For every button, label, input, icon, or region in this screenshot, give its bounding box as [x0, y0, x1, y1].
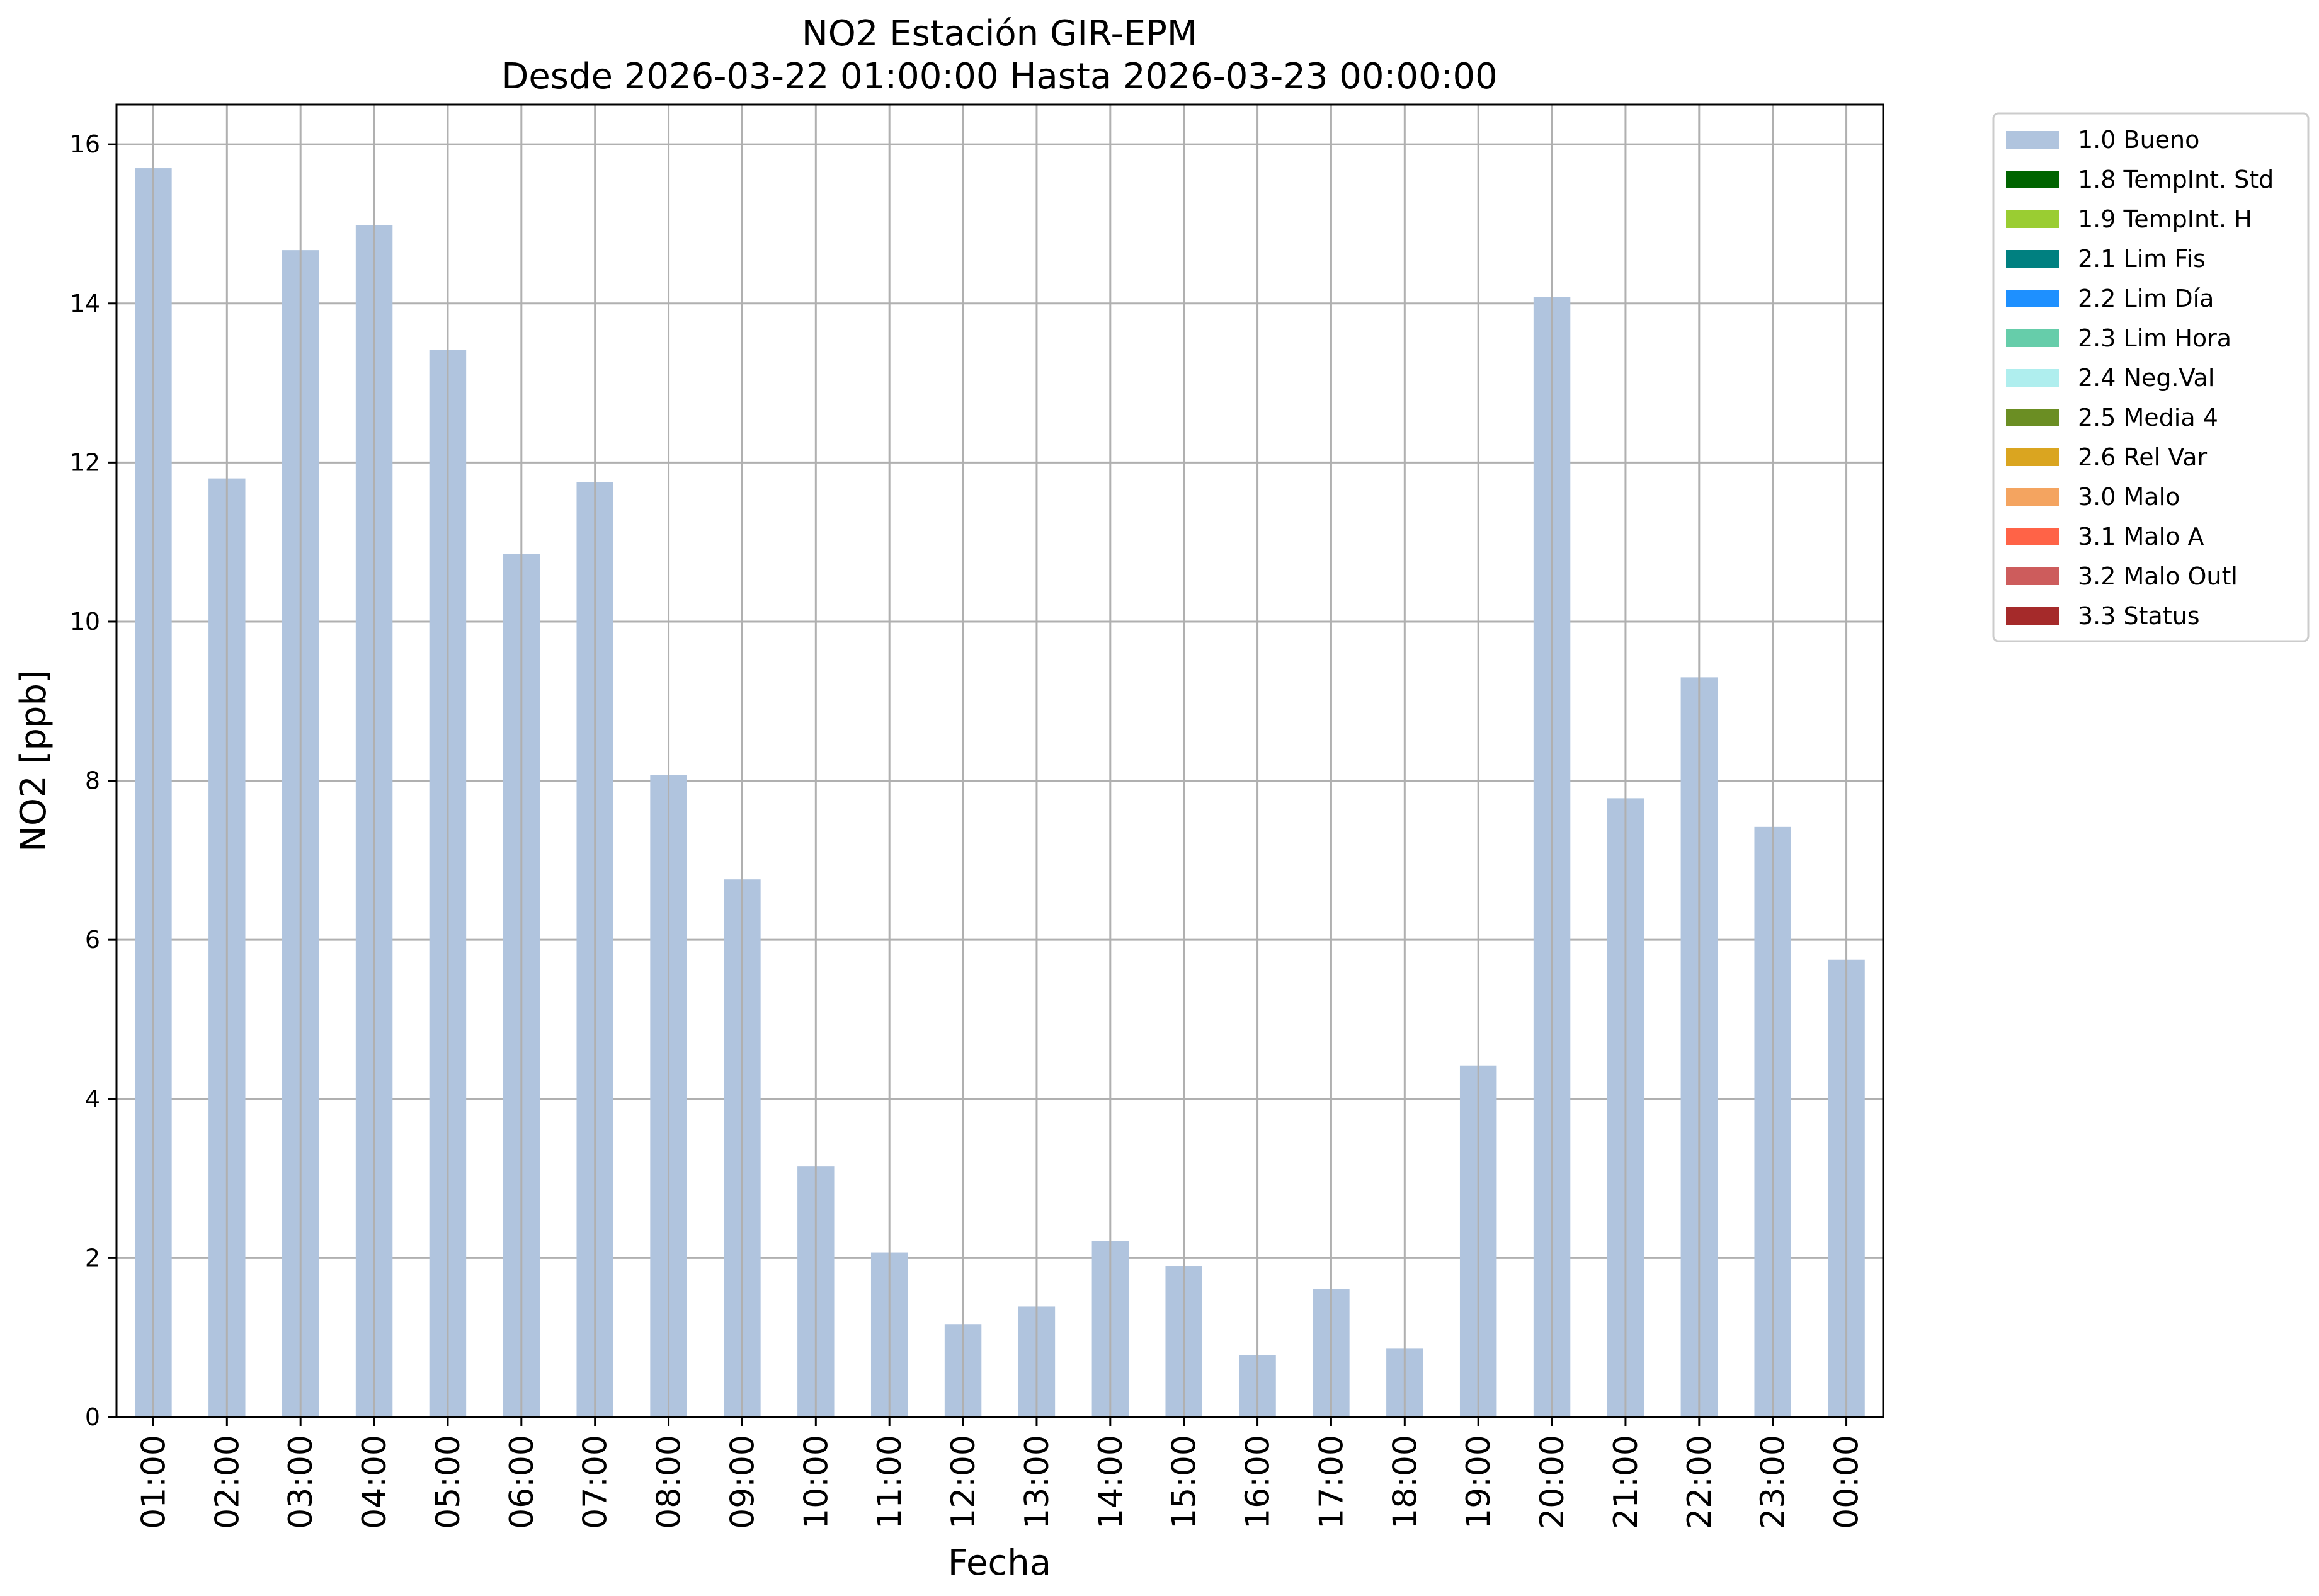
chart-title: NO2 Estación GIR-EPM: [802, 13, 1197, 54]
y-axis: 0 2 4 6 8 10 12 14 16: [70, 130, 117, 1431]
y-tick-label: 6: [85, 926, 100, 954]
y-tick-label: 16: [70, 130, 100, 158]
legend-swatch: [2006, 567, 2059, 585]
x-tick-label: 06:00: [503, 1435, 541, 1529]
legend-label: 3.0 Malo: [2078, 483, 2180, 511]
x-tick-label: 21:00: [1607, 1435, 1645, 1529]
y-tick-label: 12: [70, 448, 100, 476]
x-tick-label: 03:00: [282, 1435, 320, 1529]
legend-swatch: [2006, 290, 2059, 307]
y-axis-label: NO2 [ppb]: [13, 670, 54, 852]
x-tick-label: 08:00: [651, 1435, 688, 1529]
bars: [135, 168, 1865, 1418]
y-tick-label: 14: [70, 290, 100, 317]
legend-swatch: [2006, 329, 2059, 347]
legend-swatch: [2006, 488, 2059, 506]
legend-label: 1.0 Bueno: [2078, 126, 2199, 154]
x-tick-label: 18:00: [1386, 1435, 1424, 1529]
grid: [117, 143, 1883, 1418]
legend-swatch: [2006, 369, 2059, 387]
x-tick-label: 16:00: [1239, 1435, 1277, 1529]
legend-swatch: [2006, 607, 2059, 625]
legend-label: 3.3 Status: [2078, 602, 2200, 630]
x-axis-label: Fecha: [948, 1542, 1051, 1583]
legend-label: 2.3 Lim Hora: [2078, 324, 2231, 352]
x-tick-label: 23:00: [1755, 1435, 1792, 1529]
y-tick-label: 2: [85, 1244, 100, 1272]
x-tick-label: 20:00: [1534, 1435, 1571, 1529]
legend-label: 3.2 Malo Outl: [2078, 562, 2238, 590]
legend-swatch: [2006, 171, 2059, 188]
legend-frame: [1992, 112, 2310, 642]
x-tick-label: 00:00: [1828, 1435, 1866, 1529]
y-tick-label: 8: [85, 767, 100, 795]
legend-label: 2.2 Lim Día: [2078, 285, 2214, 312]
legend-swatch: [2006, 250, 2059, 268]
x-tick-label: 19:00: [1460, 1435, 1498, 1529]
y-tick-label: 10: [70, 608, 100, 636]
legend-label: 3.1 Malo A: [2078, 523, 2204, 550]
legend-label: 2.4 Neg.Val: [2078, 364, 2214, 392]
legend-label: 1.8 TempInt. Std: [2078, 166, 2274, 193]
x-tick-label: 05:00: [430, 1435, 467, 1529]
legend-label: 2.6 Rel Var: [2078, 443, 2208, 471]
x-tick-label: 01:00: [135, 1435, 173, 1529]
legend-label: 2.5 Media 4: [2078, 404, 2218, 431]
x-axis: 01:00 02:00 03:00 04:00 05:00 06:00 07:00 08:00…: [135, 1417, 1866, 1529]
x-tick-label: 12:00: [945, 1435, 983, 1529]
x-tick-label: 10:00: [797, 1435, 835, 1529]
vertical-grid: [152, 105, 1848, 1417]
x-tick-label: 02:00: [208, 1435, 246, 1529]
y-tick-label: 0: [85, 1403, 100, 1431]
x-tick-label: 14:00: [1092, 1435, 1130, 1529]
legend-swatch: [2006, 409, 2059, 426]
legend-label: 2.1 Lim Fis: [2078, 245, 2206, 273]
plot-frame: [115, 103, 1884, 1418]
legend-label: 1.9 TempInt. H: [2078, 205, 2252, 233]
x-tick-label: 11:00: [871, 1435, 909, 1529]
legend-swatch: [2006, 131, 2059, 149]
legend: 1.0 Bueno 1.8 TempInt. Std 1.9 TempInt. H 2…: [1992, 112, 2310, 642]
x-tick-label: 15:00: [1166, 1435, 1204, 1529]
y-tick-label: 4: [85, 1085, 100, 1113]
x-tick-label: 09:00: [724, 1435, 761, 1529]
x-tick-label: 22:00: [1681, 1435, 1719, 1529]
chart-subtitle: Desde 2026-03-22 01:00:00 Hasta 2026-03-…: [501, 56, 1498, 97]
x-tick-label: 04:00: [356, 1435, 394, 1529]
x-tick-label: 07:00: [577, 1435, 615, 1529]
legend-swatch: [2006, 448, 2059, 466]
legend-swatch: [2006, 528, 2059, 545]
legend-swatch: [2006, 210, 2059, 228]
x-tick-label: 13:00: [1018, 1435, 1056, 1529]
x-tick-label: 17:00: [1313, 1435, 1350, 1529]
